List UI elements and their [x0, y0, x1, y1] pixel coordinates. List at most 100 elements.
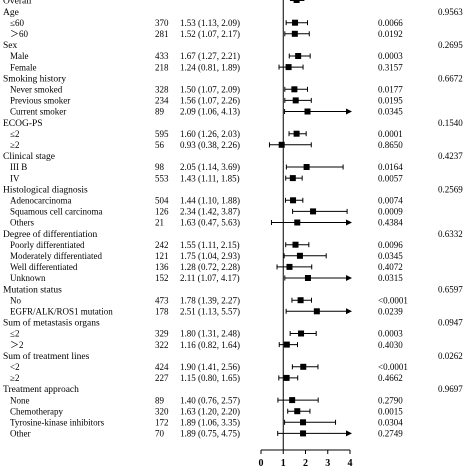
hr-point	[283, 374, 290, 381]
hr-ci-text: 1.80 (1.31, 2.48)	[180, 329, 240, 339]
hr-ci-text: 1.63 (0.47, 5.63)	[180, 218, 240, 228]
subgroup-label: Never smoked	[10, 85, 63, 95]
hr-ci-text: 2.51 (1.13, 5.57)	[180, 307, 240, 317]
n-value: 21	[155, 218, 164, 228]
n-value: 553	[155, 173, 169, 183]
p-interaction: 0.6597	[438, 284, 463, 294]
p-value: 0.0315	[378, 273, 403, 283]
p-value: 0.3157	[378, 62, 403, 72]
hr-point	[296, 252, 303, 259]
p-value: 0.0239	[378, 307, 403, 317]
hr-ci-text: 1.43 (1.11, 1.85)	[180, 173, 240, 183]
hr-ci-text: 1.89 (0.75, 4.75)	[180, 429, 240, 439]
hr-ci-text: 1.60 (1.26, 2.03)	[180, 129, 240, 139]
hr-ci-text: 1.44 (1.10, 1.88)	[180, 196, 240, 206]
subgroup-label: Previous smoker	[10, 96, 70, 106]
p-interaction: 0.1540	[438, 118, 463, 128]
hr-ci-text: 1.24 (0.81, 1.89)	[180, 62, 240, 72]
hr-point	[278, 141, 285, 148]
p-interaction: 0.9697	[438, 384, 463, 394]
subgroup-label: Others	[10, 218, 34, 228]
group-label: ECOG-PS	[3, 119, 43, 129]
p-value: 0.0057	[378, 173, 403, 183]
hr-ci-text: 1.28 (0.72, 2.28)	[180, 262, 240, 272]
n-value: 218	[155, 62, 169, 72]
hr-ci-text: 1.78 (1.39, 2.27)	[180, 295, 240, 305]
hr-ci-text: 1.55 (1.11, 2.15)	[180, 240, 240, 250]
p-value: 0.2790	[378, 395, 403, 405]
hr-ci-text: 2.34 (1.42, 3.87)	[180, 207, 240, 217]
p-value: 0.0177	[378, 85, 403, 95]
n-value: 89	[155, 395, 165, 405]
hr-ci-text: 1.40 (0.76, 2.57)	[180, 395, 240, 405]
n-value: 322	[155, 340, 169, 350]
n-value: 70	[155, 429, 165, 439]
subgroup-label: ≥2	[10, 373, 19, 383]
n-value: 320	[155, 406, 169, 416]
hr-ci-text: 2.11 (1.07, 4.17)	[180, 273, 240, 283]
subgroup-label: ≤60	[10, 18, 24, 28]
n-value: 136	[155, 262, 169, 272]
n-value: 504	[155, 196, 169, 206]
group-label: Treatment approach	[3, 385, 79, 395]
n-value: 172	[155, 418, 169, 428]
subgroup-label: ≥2	[10, 140, 19, 150]
p-value: 0.4384	[378, 218, 403, 228]
group-label: Mutation status	[3, 285, 62, 295]
hr-point	[292, 97, 299, 104]
hr-point	[291, 30, 298, 37]
n-value: 281	[155, 29, 169, 39]
p-value: 0.0074	[378, 196, 403, 206]
hr-point	[290, 197, 297, 204]
p-value: 0.0345	[378, 251, 403, 261]
ci-arrow	[346, 430, 352, 437]
x-tick-label: 0	[259, 458, 264, 469]
hr-ci-text: 1.75 (1.04, 2.93)	[180, 251, 240, 261]
hr-point	[285, 64, 292, 71]
subgroup-label: Unknown	[10, 273, 46, 283]
subgroup-label: ≤2	[10, 129, 19, 139]
subgroup-label: Poorly differentiated	[10, 240, 85, 250]
hr-point	[294, 408, 301, 415]
p-value: 0.4072	[378, 262, 403, 272]
group-label: Degree of differentiation	[3, 229, 98, 240]
subgroup-label: EGFR/ALK/ROS1 mutation	[10, 307, 113, 317]
p-value: <0.0001	[378, 295, 408, 305]
subgroup-label: ≤2	[10, 329, 19, 339]
p-interaction: 0.0947	[438, 318, 463, 328]
x-tick-label: 2	[303, 458, 308, 469]
hr-ci-text: 2.09 (1.06, 4.13)	[180, 107, 240, 117]
p-value: 0.8650	[378, 140, 403, 150]
hr-ci-text: 1.53 (1.13, 2.09)	[180, 18, 240, 28]
group-label: Histological diagnosis	[3, 185, 88, 195]
hr-ci-text: 1.67 (1.27, 2.21)	[180, 51, 240, 61]
n-value: 178	[155, 307, 169, 317]
p-interaction: 0.6672	[438, 73, 463, 83]
p-value: 0.0195	[378, 96, 403, 106]
overall-hr-point	[293, 0, 300, 3]
subgroup-label: Male	[10, 51, 29, 61]
ci-arrow	[346, 108, 352, 115]
ci-arrow	[346, 219, 352, 226]
subgroup-label: Adenocarcinoma	[10, 196, 71, 206]
hr-ci-text: 1.50 (1.07, 2.09)	[180, 85, 240, 95]
subgroup-label: ＞60	[10, 29, 29, 39]
x-tick-label: 1	[281, 458, 286, 469]
p-value: 0.0345	[378, 107, 403, 117]
n-value: 56	[155, 140, 165, 150]
hr-ci-text: 1.56 (1.07, 2.26)	[180, 96, 240, 106]
hr-point	[300, 363, 307, 370]
hr-point	[300, 430, 307, 437]
hr-point	[297, 297, 304, 304]
n-value: 227	[155, 373, 169, 383]
subgroup-label: Female	[10, 62, 37, 72]
p-interaction: 0.9563	[438, 7, 463, 17]
n-value: 424	[155, 362, 169, 372]
hr-ci-text: 0.93 (0.38, 2.26)	[180, 140, 240, 150]
subgroup-label: None	[10, 395, 30, 405]
n-value: 152	[155, 273, 169, 283]
p-value: 0.2749	[378, 429, 403, 439]
hr-point	[294, 219, 301, 226]
n-value: 98	[155, 162, 165, 172]
n-value: 595	[155, 129, 169, 139]
